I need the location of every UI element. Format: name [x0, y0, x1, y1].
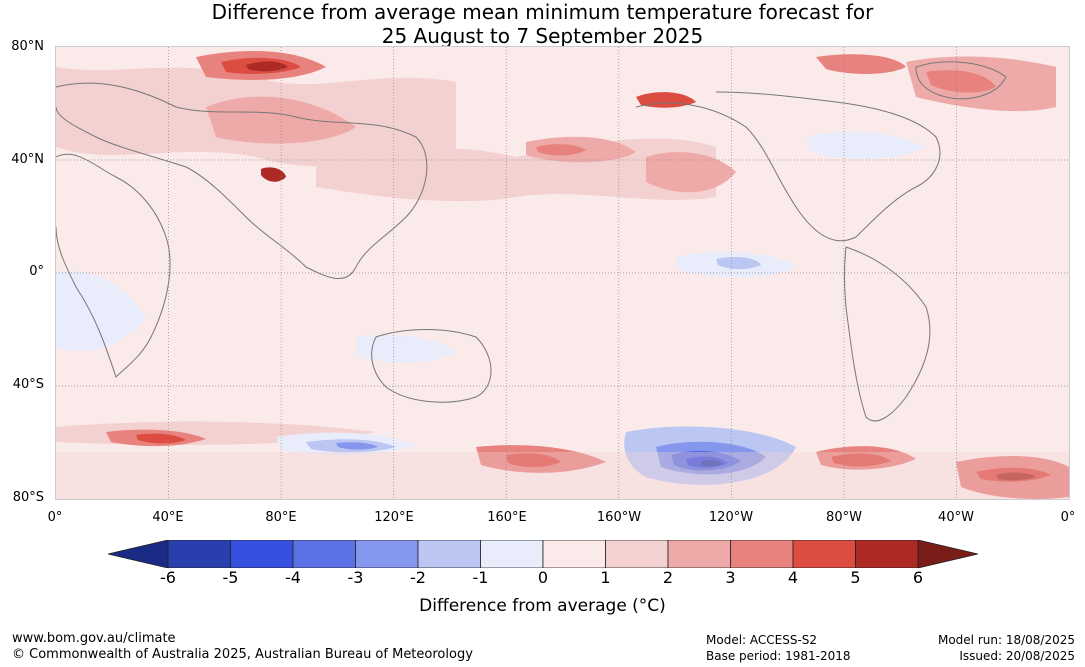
lon-label-80w: 80°W	[826, 510, 862, 525]
map-title: Difference from average mean minimum tem…	[0, 0, 1085, 48]
colorbar-tick: 2	[662, 568, 674, 587]
base-period: Base period: 1981-2018	[706, 649, 851, 663]
anomaly-fields	[56, 51, 1069, 499]
colorbar-tick: -2	[410, 568, 426, 587]
issued-date: Issued: 20/08/2025	[959, 649, 1075, 663]
colorbar-under-arrow	[108, 540, 169, 568]
colorbar-tick: -6	[160, 568, 176, 587]
title-line-2: 25 August to 7 September 2025	[381, 24, 704, 48]
lat-label-40n: 40°N	[11, 152, 44, 167]
australia-coast	[371, 329, 492, 403]
lat-label-80n: 80°N	[11, 39, 44, 54]
forecast-map	[55, 46, 1070, 500]
colorbar-swatch	[480, 540, 544, 568]
lon-label-0-east: 0°	[1060, 510, 1076, 525]
website-link[interactable]: www.bom.gov.au/climate	[12, 631, 176, 646]
model-run-date: Model run: 18/08/2025	[937, 633, 1075, 647]
colorbar-swatch	[417, 540, 481, 568]
colorbar-swatch	[792, 540, 856, 568]
lon-label-160w: 160°W	[596, 510, 642, 525]
colorbar-swatch	[355, 540, 419, 568]
greenland-coast	[915, 61, 1007, 100]
colorbar	[108, 540, 978, 568]
colorbar-swatch	[167, 540, 231, 568]
title-line-1: Difference from average mean minimum tem…	[211, 0, 874, 24]
colorbar-swatch	[292, 540, 356, 568]
lat-label-40s: 40°S	[12, 377, 44, 392]
colorbar-swatch	[855, 540, 919, 568]
colorbar-over-arrow	[917, 540, 978, 568]
lon-label-120w: 120°W	[708, 510, 754, 525]
lon-label-40w: 40°W	[938, 510, 974, 525]
lon-label-80e: 80°E	[265, 510, 297, 525]
africa-coast	[56, 153, 171, 378]
colorbar-tick: 3	[725, 568, 736, 587]
lat-label-80s: 80°S	[12, 490, 44, 505]
lon-label-40e: 40°E	[152, 510, 184, 525]
copyright-notice: © Commonwealth of Australia 2025, Austra…	[12, 647, 473, 662]
colorbar-tick: -1	[472, 568, 489, 587]
colorbar-tick: 5	[850, 568, 861, 587]
model-name: Model: ACCESS-S2	[706, 633, 818, 647]
colorbar-label: Difference from average (°C)	[419, 596, 666, 616]
lat-label-equator: 0°	[29, 264, 44, 279]
south-america-coast	[844, 246, 931, 422]
colorbar-swatch	[730, 540, 794, 568]
colorbar-tick: 4	[787, 568, 799, 587]
lon-label-0-west: 0°	[47, 510, 63, 525]
colorbar-swatch	[605, 540, 669, 568]
north-america-coast	[635, 91, 941, 242]
coastlines	[56, 61, 1007, 422]
colorbar-swatches	[167, 540, 919, 568]
colorbar-tick: -3	[347, 568, 364, 587]
colorbar-tick: -4	[285, 568, 301, 587]
colorbar-swatch	[230, 540, 294, 568]
colorbar-tick: 6	[912, 568, 924, 587]
lon-label-120e: 120°E	[374, 510, 414, 525]
colorbar-tick: 0	[537, 568, 549, 587]
eurasia-coast	[56, 82, 428, 280]
colorbar-tick: -5	[222, 568, 239, 587]
lon-label-160e: 160°E	[487, 510, 527, 525]
map-canvas	[56, 47, 1069, 499]
colorbar-tick: 1	[600, 568, 611, 587]
colorbar-swatch	[667, 540, 731, 568]
colorbar-swatch	[542, 540, 606, 568]
graticule	[56, 47, 1069, 499]
